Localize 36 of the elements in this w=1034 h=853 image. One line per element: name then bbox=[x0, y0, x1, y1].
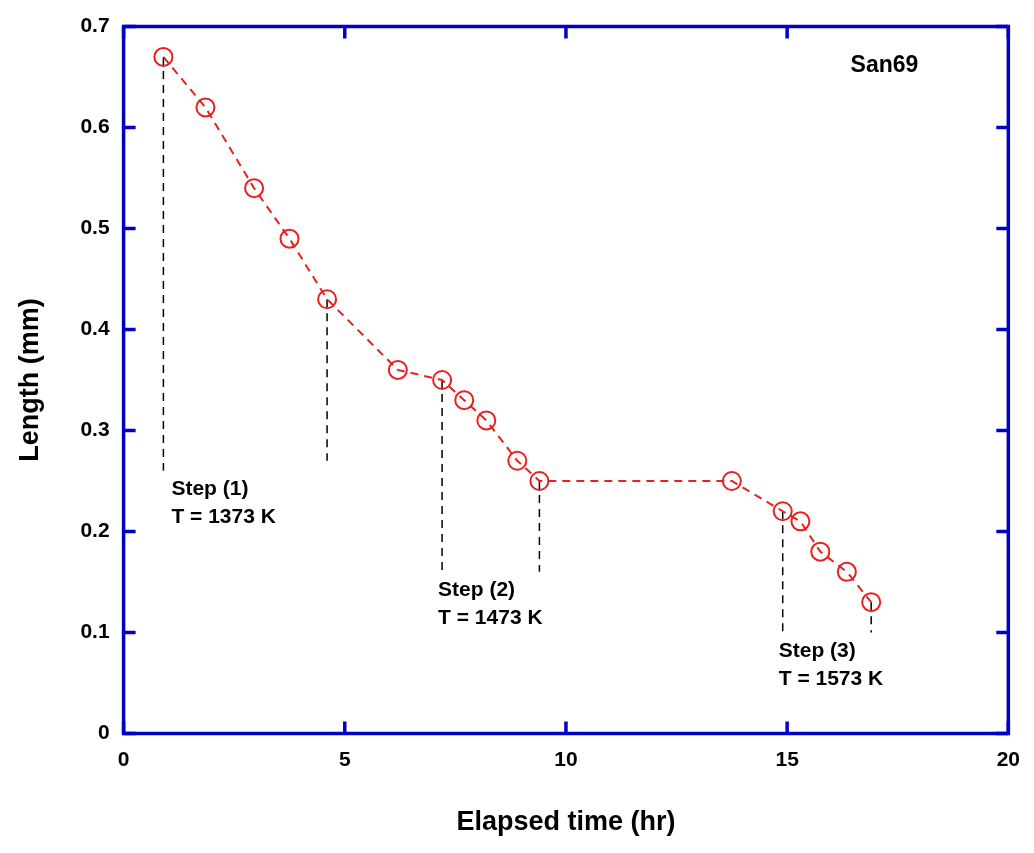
y-axis-title: Length (mm) bbox=[13, 298, 44, 462]
x-tick-label: 0 bbox=[117, 746, 130, 770]
y-tick-label: 0.2 bbox=[80, 518, 110, 542]
y-tick-label: 0.5 bbox=[80, 215, 110, 239]
point bbox=[244, 178, 265, 199]
point bbox=[772, 501, 793, 522]
y-tick-label: 0.3 bbox=[80, 417, 110, 441]
y-tick-label: 0.1 bbox=[80, 619, 110, 643]
point bbox=[317, 289, 338, 310]
point bbox=[810, 541, 831, 562]
y-tick-label: 0 bbox=[97, 720, 110, 744]
annotation: Step (3) T = 1573 K bbox=[778, 637, 884, 689]
point bbox=[836, 561, 857, 582]
annotation: San69 bbox=[850, 51, 919, 78]
x-tick-label: 5 bbox=[338, 746, 351, 770]
point bbox=[153, 46, 174, 67]
x-tick-label: 20 bbox=[996, 746, 1020, 770]
y-tick-label: 0.6 bbox=[80, 114, 110, 138]
annotation: Step (2) T = 1473 K bbox=[438, 577, 543, 629]
x-axis-title: Elapsed time (hr) bbox=[456, 806, 676, 837]
point bbox=[432, 370, 453, 390]
point bbox=[507, 450, 528, 471]
y-tick-label: 0.7 bbox=[80, 13, 110, 37]
point bbox=[195, 97, 216, 118]
point bbox=[476, 410, 497, 431]
y-tick-label: 0.4 bbox=[80, 316, 110, 340]
point bbox=[861, 592, 882, 613]
point bbox=[529, 470, 550, 491]
point bbox=[790, 511, 811, 532]
point bbox=[279, 228, 300, 249]
x-tick-label: 15 bbox=[775, 746, 800, 770]
point bbox=[454, 390, 475, 411]
point bbox=[721, 470, 742, 491]
annotation: Step (1) T = 1373 K bbox=[171, 476, 276, 528]
x-tick-label: 10 bbox=[554, 746, 578, 770]
point bbox=[387, 359, 408, 380]
